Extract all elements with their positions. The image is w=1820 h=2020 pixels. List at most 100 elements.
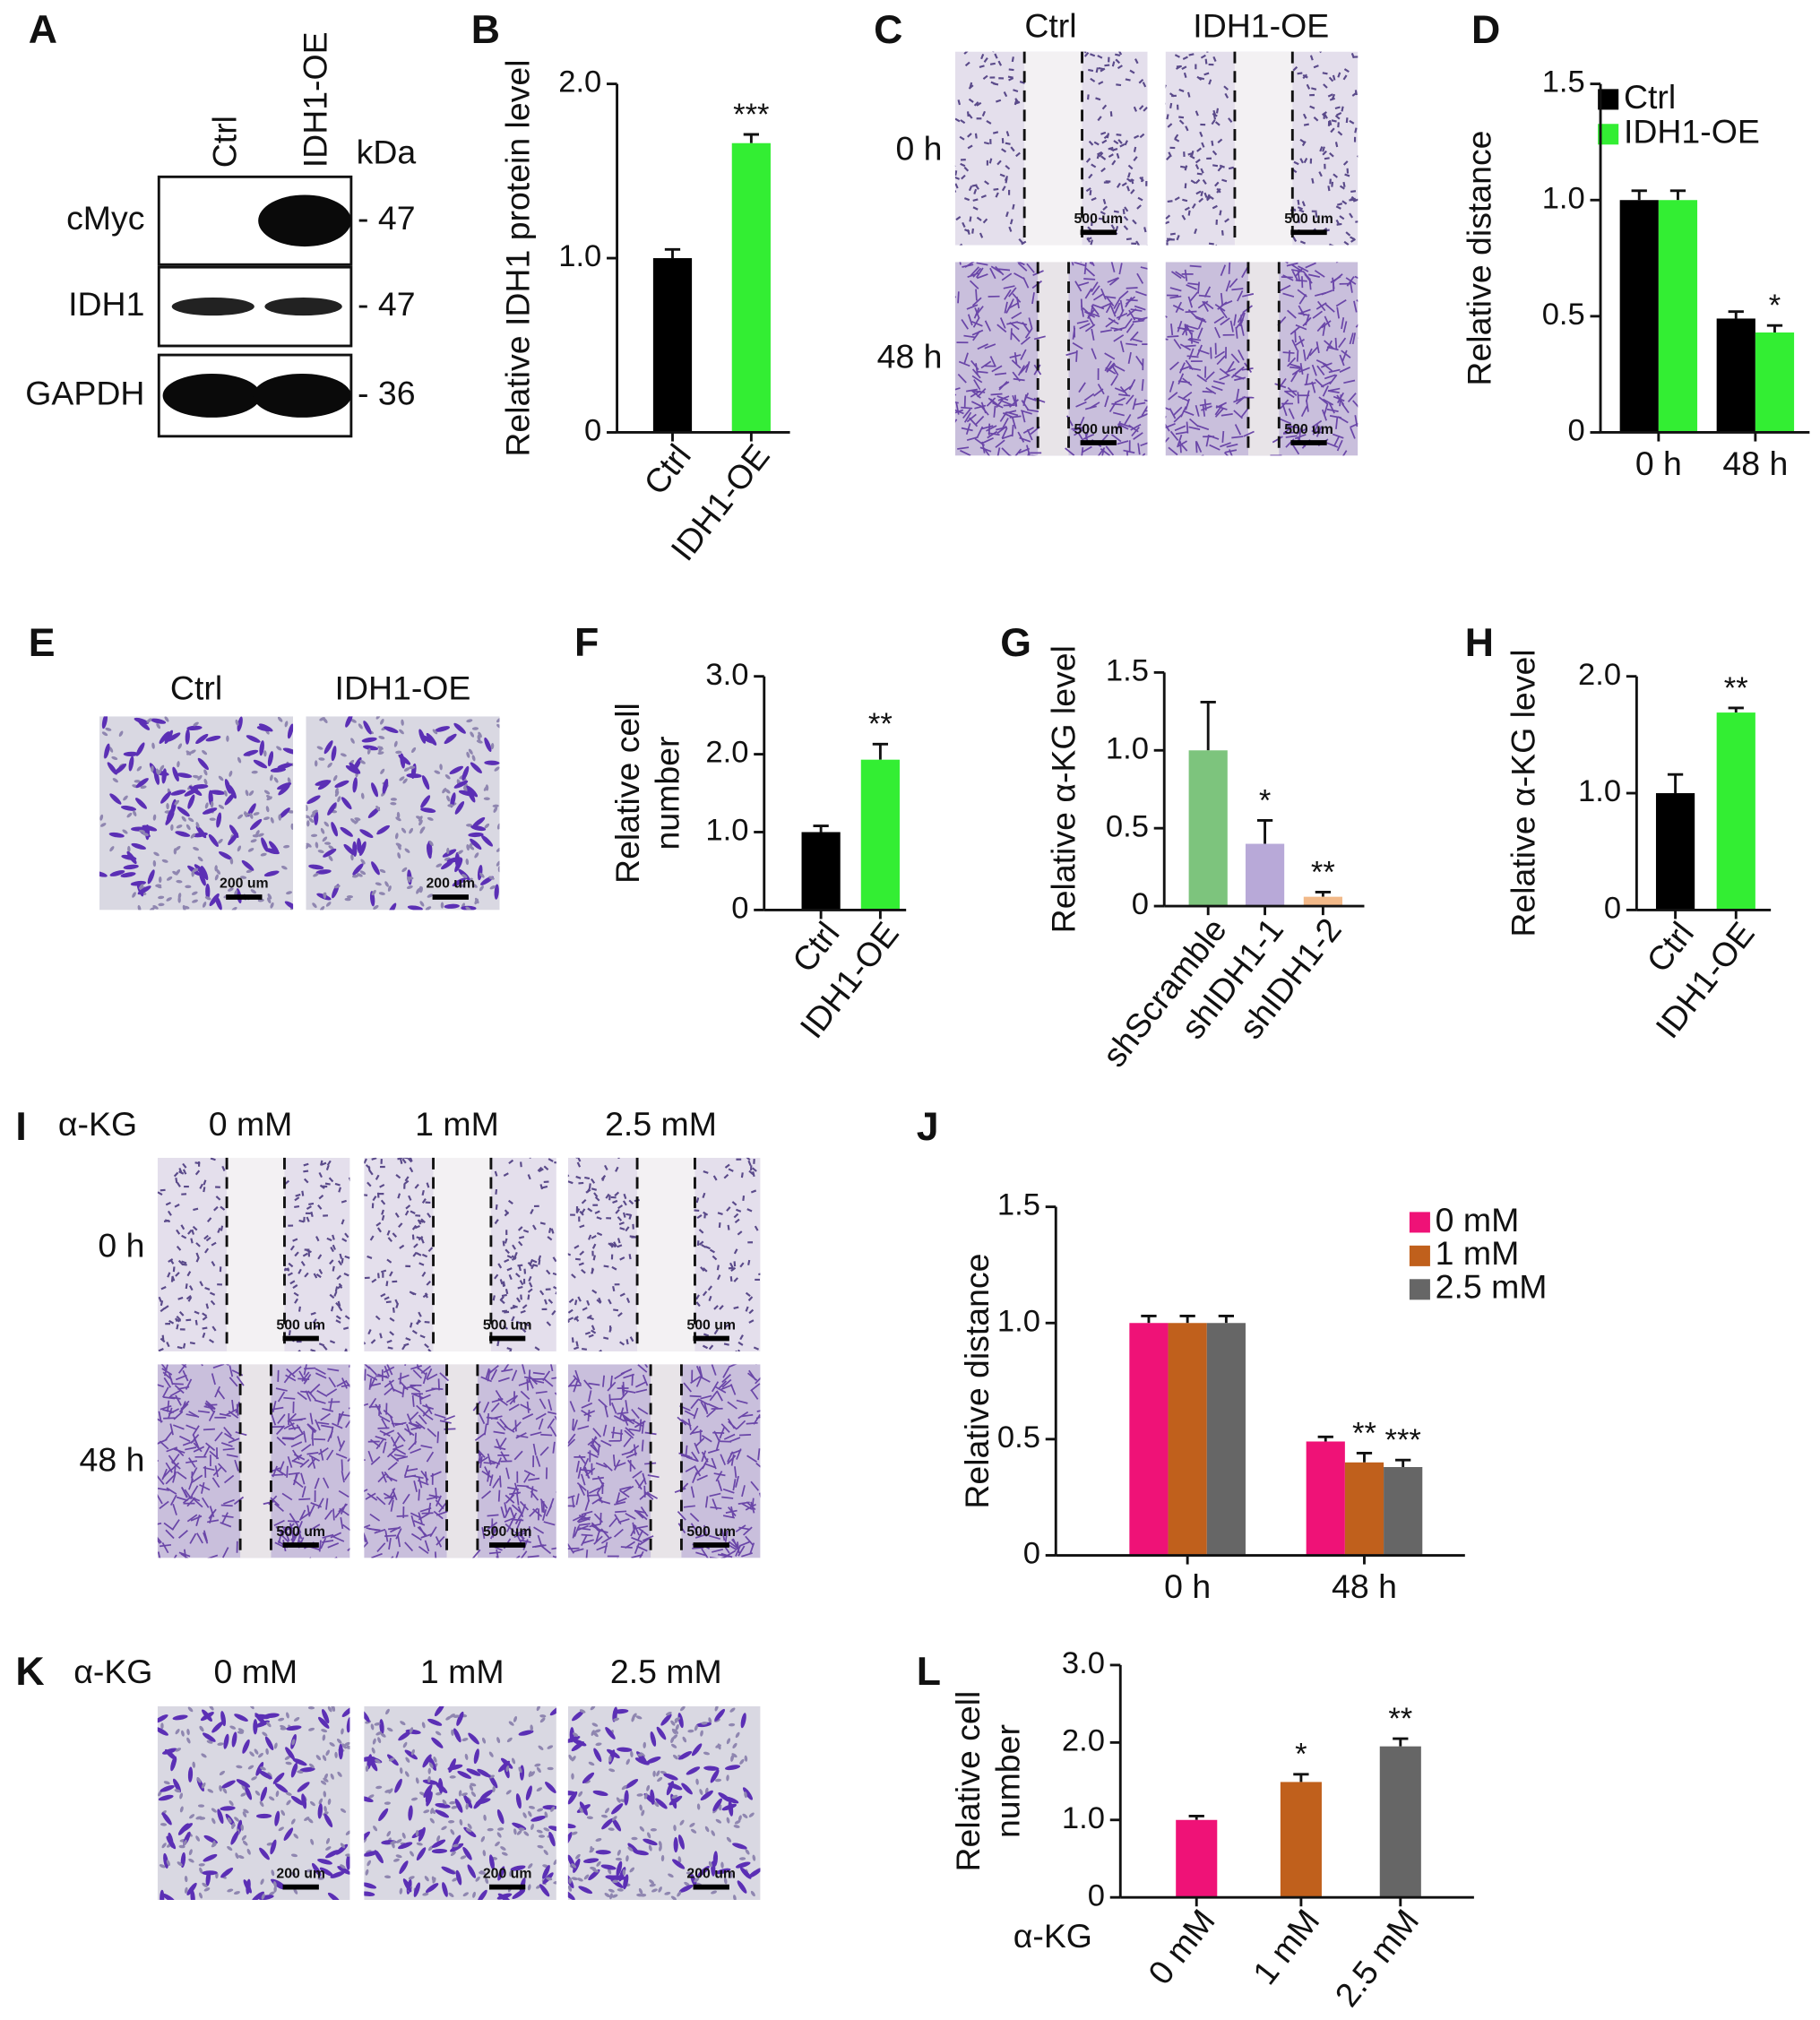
cell	[168, 1319, 175, 1325]
cell	[427, 1373, 438, 1381]
cell	[196, 1532, 203, 1544]
cell	[174, 1204, 180, 1208]
cell	[574, 1257, 581, 1261]
cell	[286, 1465, 289, 1478]
cell	[413, 1882, 420, 1897]
cell	[701, 1722, 708, 1725]
cell	[392, 1388, 404, 1394]
cell	[418, 1489, 420, 1501]
cell	[632, 1522, 636, 1534]
cell	[185, 1295, 192, 1300]
cell	[403, 767, 410, 772]
cell	[172, 1266, 176, 1273]
cell	[1081, 305, 1084, 317]
cell	[386, 1258, 392, 1264]
cell	[587, 1207, 593, 1213]
cell	[194, 1170, 201, 1176]
cell	[615, 1510, 627, 1514]
cell	[392, 1444, 404, 1451]
cell	[508, 1159, 514, 1165]
cell	[979, 65, 985, 68]
cell	[1221, 178, 1228, 183]
x-tick-label: 0 h	[1164, 1567, 1211, 1605]
y-axis-label: Relative α-KG level	[1045, 645, 1083, 933]
cell	[746, 1208, 753, 1213]
cell	[237, 845, 242, 852]
column-label: 2.5 mM	[610, 1653, 722, 1690]
cell	[1113, 298, 1121, 309]
cell	[313, 873, 319, 877]
cell	[1179, 343, 1191, 351]
cell	[202, 1312, 208, 1317]
cell	[418, 1525, 427, 1537]
cell	[193, 1207, 199, 1212]
cell	[402, 1157, 409, 1160]
cell	[341, 797, 352, 810]
panel-label: B	[471, 8, 500, 52]
cell	[517, 1506, 524, 1518]
cell	[209, 893, 220, 907]
cell	[670, 1743, 677, 1748]
cell	[1344, 173, 1350, 177]
cell	[579, 1807, 583, 1813]
cell	[175, 1272, 180, 1277]
cell	[193, 1442, 203, 1453]
cell	[758, 1273, 761, 1276]
cell	[713, 1430, 720, 1442]
cell	[1182, 377, 1193, 386]
cell	[340, 1808, 347, 1813]
cell	[163, 1522, 174, 1531]
cell	[971, 228, 974, 234]
cell	[416, 1847, 427, 1860]
column-label: 0 mM	[209, 1105, 293, 1143]
cell	[166, 1342, 170, 1348]
cell	[231, 1399, 235, 1412]
cell	[120, 872, 136, 878]
cell	[976, 370, 988, 374]
cell	[968, 98, 974, 103]
cell	[1297, 270, 1301, 282]
cell	[1013, 89, 1019, 93]
cell	[432, 729, 438, 735]
cell	[389, 1316, 395, 1322]
cell	[717, 1480, 723, 1492]
cell	[465, 858, 470, 866]
cell	[1014, 352, 1018, 365]
column-label: Ctrl	[1024, 7, 1076, 45]
cell	[384, 1296, 390, 1300]
cell	[729, 1722, 736, 1727]
cell	[1220, 442, 1231, 448]
cell	[157, 1727, 168, 1736]
cell	[277, 1391, 286, 1403]
band	[162, 373, 262, 418]
cell	[1336, 439, 1343, 452]
cell	[518, 1827, 525, 1831]
cell	[295, 1522, 302, 1533]
cell	[1005, 142, 1011, 145]
cell	[567, 1319, 570, 1324]
cell	[151, 742, 155, 749]
cell	[567, 1316, 574, 1321]
cell	[511, 1255, 517, 1261]
cell	[686, 1766, 701, 1775]
cell	[989, 267, 996, 280]
cell	[261, 1893, 265, 1900]
cell	[158, 1794, 174, 1801]
cell	[1100, 167, 1106, 173]
cell	[490, 1402, 500, 1412]
cell	[531, 1224, 537, 1230]
cell	[319, 1448, 324, 1461]
cell	[157, 1539, 161, 1544]
cell	[326, 1160, 332, 1166]
legend-label: IDH1-OE	[1624, 113, 1760, 151]
cell	[197, 856, 203, 862]
cell	[621, 1385, 625, 1397]
cell	[274, 1503, 285, 1513]
cell	[1321, 409, 1327, 421]
cell	[310, 1211, 314, 1218]
cell	[737, 1545, 746, 1557]
cell	[1001, 427, 1008, 439]
cell	[1311, 430, 1324, 434]
cell	[390, 801, 397, 806]
cell	[427, 1718, 443, 1726]
